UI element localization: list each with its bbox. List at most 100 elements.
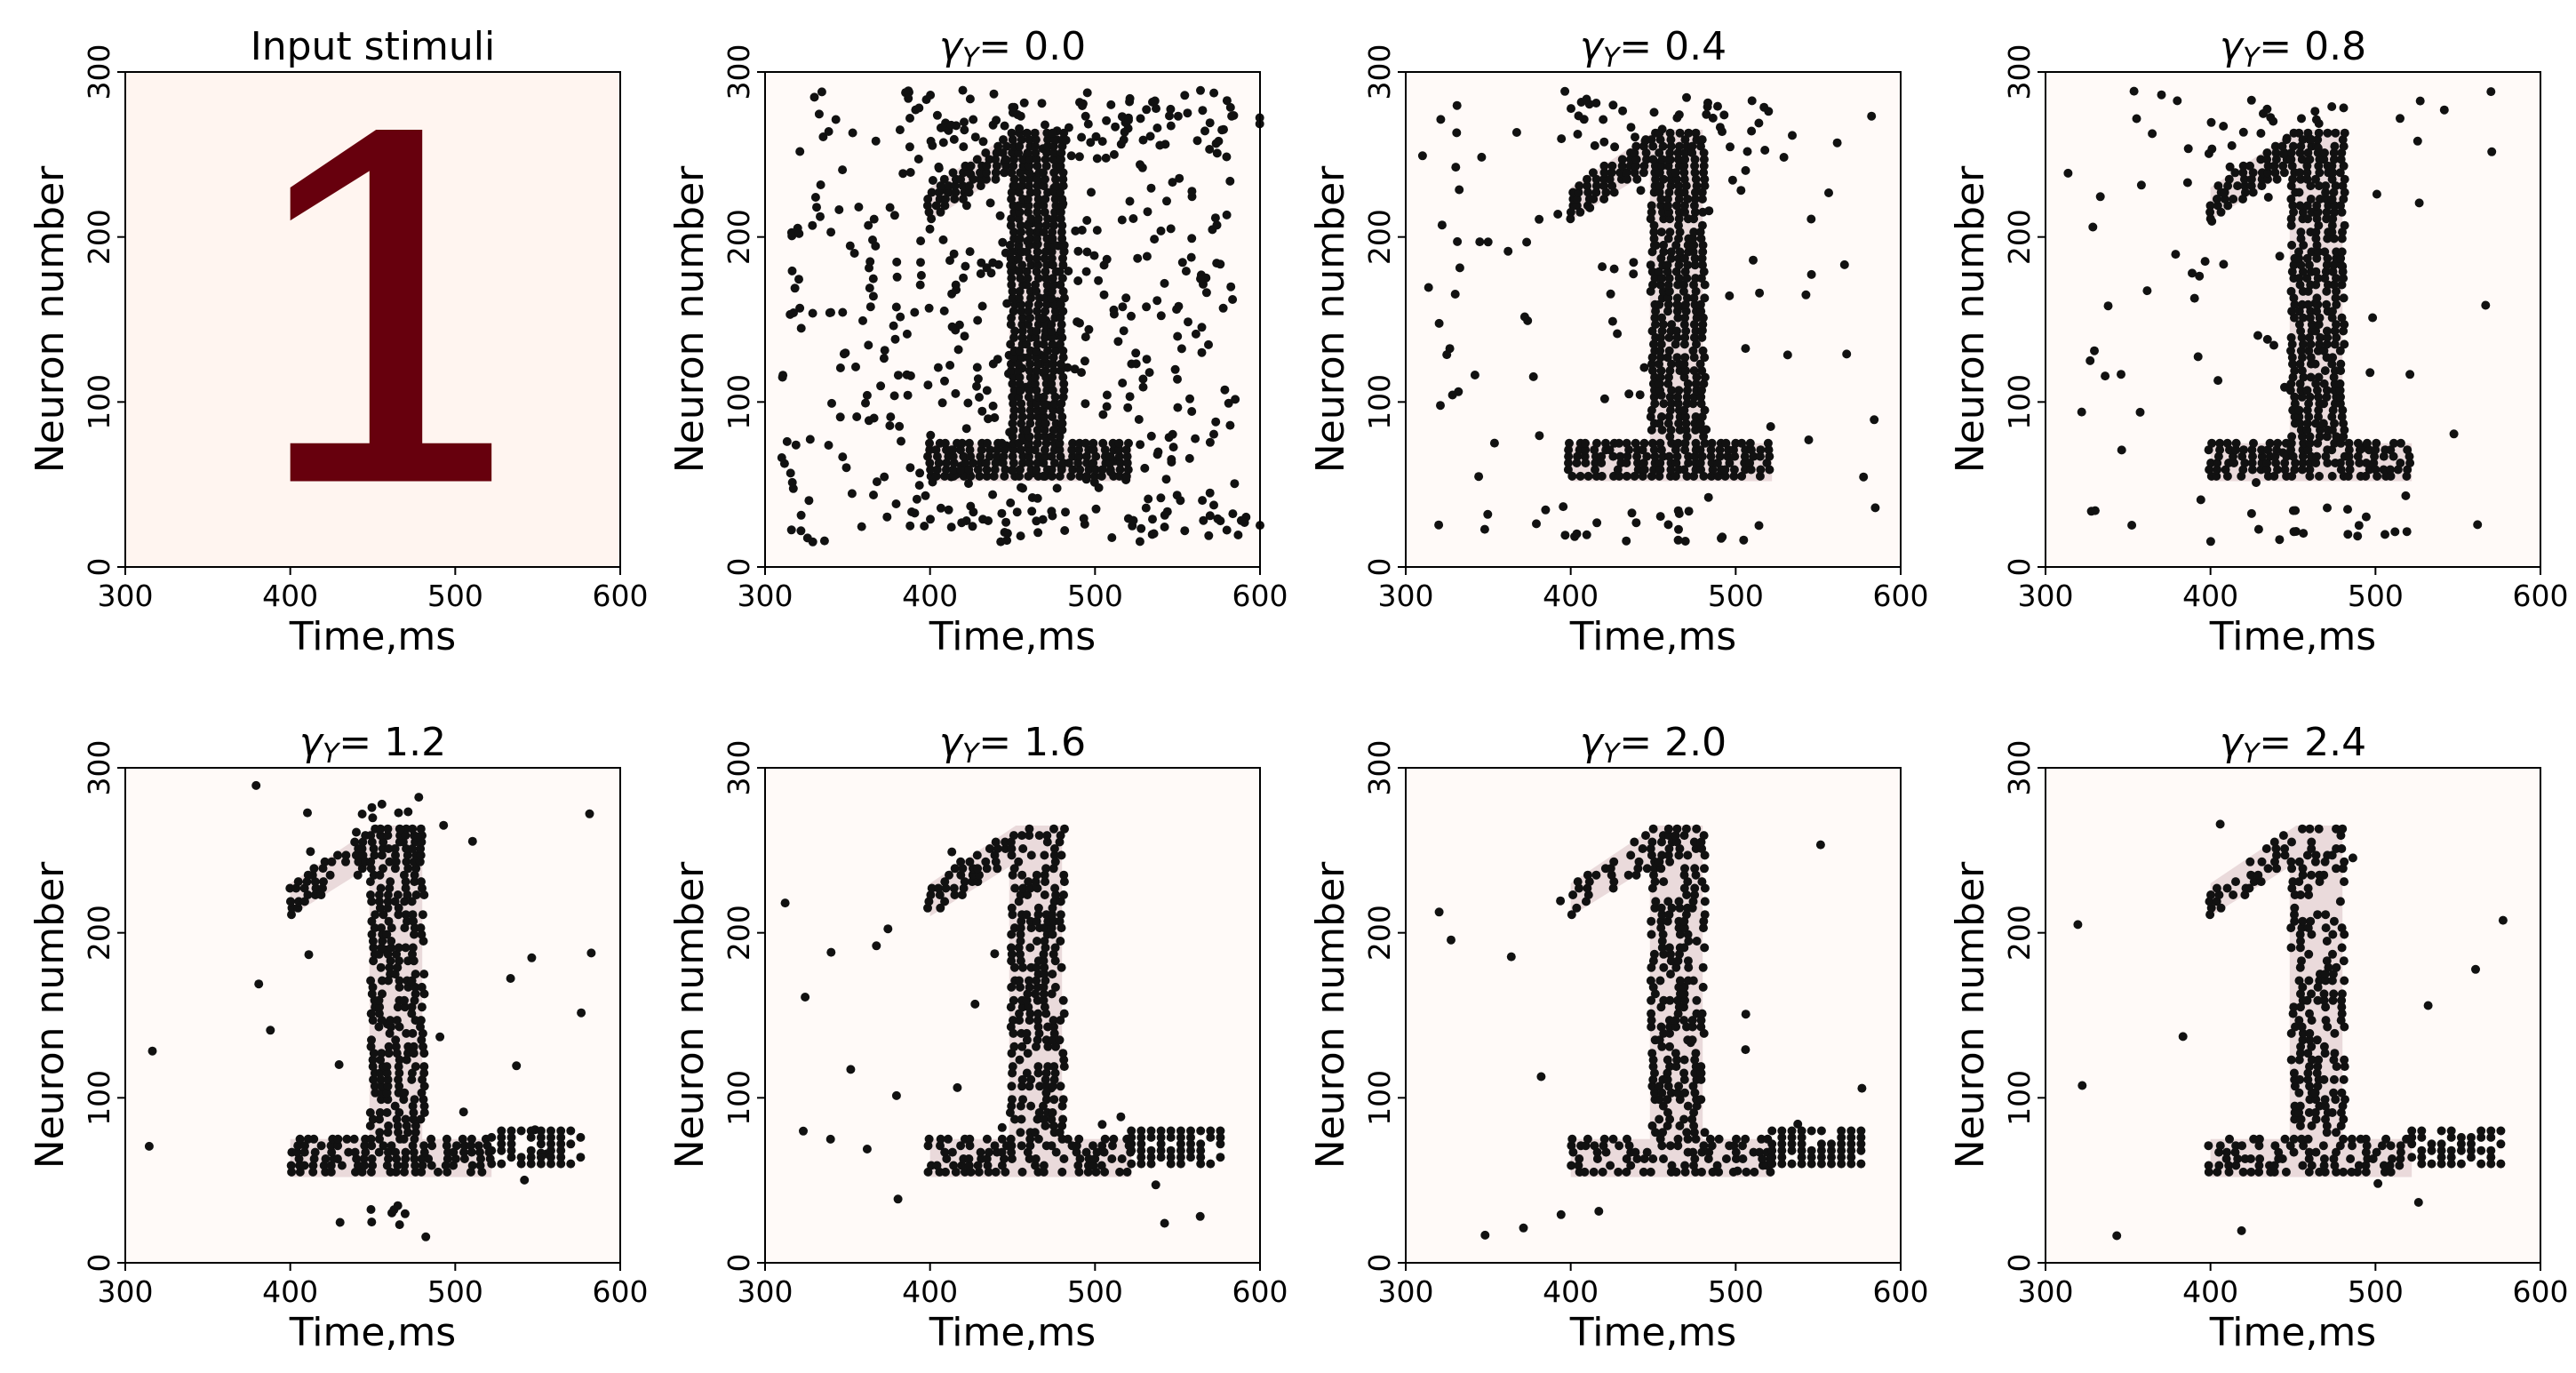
spike-point bbox=[2332, 274, 2341, 283]
spike-point bbox=[2386, 1167, 2396, 1177]
spike-point bbox=[2239, 445, 2248, 455]
spike-point bbox=[1631, 438, 1640, 448]
spike-point bbox=[2290, 299, 2300, 309]
spike-point bbox=[467, 1134, 476, 1144]
spike-point bbox=[2423, 1001, 2433, 1010]
spike-point bbox=[1225, 102, 1235, 112]
spike-point bbox=[417, 982, 427, 992]
spike-point bbox=[2263, 168, 2272, 178]
spike-point bbox=[1479, 524, 1489, 534]
spike-point bbox=[1131, 348, 1141, 358]
spike-point bbox=[1183, 108, 1192, 118]
spike-point bbox=[2322, 956, 2332, 966]
spike-point bbox=[1175, 173, 1184, 183]
spike-point bbox=[949, 134, 959, 144]
spike-point bbox=[1007, 850, 1017, 860]
spike-point bbox=[2322, 214, 2332, 224]
spike-point bbox=[1051, 181, 1061, 191]
spike-point bbox=[1000, 121, 1009, 131]
spike-point bbox=[1043, 240, 1053, 250]
y-tick-label: 200 bbox=[2002, 209, 2037, 265]
spike-point bbox=[1679, 161, 1689, 171]
spike-point bbox=[1059, 1154, 1069, 1163]
spike-point bbox=[989, 471, 999, 481]
spike-point bbox=[1565, 438, 1574, 448]
spike-point bbox=[566, 1159, 576, 1169]
x-tick-label: 300 bbox=[1378, 1274, 1434, 1309]
spike-point bbox=[1574, 111, 1583, 121]
spike-point bbox=[2230, 1147, 2240, 1157]
spike-point bbox=[2321, 1016, 2331, 1026]
spike-point bbox=[959, 883, 969, 893]
spike-point bbox=[1039, 1161, 1049, 1170]
spike-point bbox=[1788, 131, 1797, 140]
spike-point bbox=[1683, 1101, 1693, 1111]
spike-point bbox=[1699, 148, 1709, 157]
spike-point bbox=[384, 1121, 394, 1130]
spike-point bbox=[1688, 1082, 1698, 1091]
spike-point bbox=[2337, 247, 2347, 257]
spike-point bbox=[1091, 465, 1100, 475]
spike-point bbox=[556, 1126, 566, 1136]
spike-point bbox=[2240, 181, 2250, 191]
spike-point bbox=[1040, 937, 1049, 946]
spike-point bbox=[1690, 1068, 1700, 1078]
spike-point bbox=[2319, 995, 2329, 1005]
spike-point bbox=[1696, 1062, 1706, 1072]
spike-point bbox=[1067, 445, 1077, 455]
spike-point bbox=[1205, 118, 1215, 128]
spike-point bbox=[1032, 465, 1041, 475]
spike-point bbox=[1009, 332, 1019, 342]
spike-point bbox=[997, 1161, 1007, 1170]
spike-point bbox=[1697, 1167, 1706, 1177]
spike-point bbox=[1136, 1159, 1146, 1169]
spike-point bbox=[1680, 445, 1690, 455]
spike-point bbox=[516, 1159, 526, 1169]
spike-point bbox=[1059, 386, 1069, 395]
spike-point bbox=[1698, 207, 1708, 217]
spike-point bbox=[1727, 175, 1737, 185]
panel-title: γY= 0.4 bbox=[1580, 24, 1727, 74]
spike-point bbox=[2321, 181, 2331, 191]
spike-point bbox=[1741, 1045, 1751, 1055]
spike-point bbox=[885, 421, 895, 430]
spike-point bbox=[1867, 111, 1877, 121]
spike-point bbox=[585, 809, 594, 818]
spike-point bbox=[1679, 883, 1689, 893]
spike-point bbox=[1564, 451, 1574, 461]
spike-point bbox=[377, 923, 387, 933]
spike-point bbox=[1057, 201, 1067, 211]
spike-point bbox=[1018, 962, 1028, 972]
spike-point bbox=[1708, 113, 1718, 123]
spike-point bbox=[376, 1055, 386, 1065]
spike-point bbox=[2343, 505, 2352, 515]
spike-point bbox=[375, 1134, 384, 1144]
spike-point bbox=[990, 465, 1000, 475]
spike-point bbox=[1434, 318, 1444, 328]
spike-point bbox=[1665, 228, 1675, 237]
spike-point bbox=[1136, 440, 1145, 450]
spike-point bbox=[1622, 168, 1631, 178]
spike-point bbox=[1018, 155, 1027, 164]
spike-point bbox=[1040, 399, 1049, 409]
spike-point bbox=[1166, 1145, 1176, 1155]
spike-point bbox=[1740, 451, 1750, 461]
spike-point bbox=[411, 1161, 420, 1170]
spike-point bbox=[1655, 438, 1665, 448]
spike-point bbox=[1648, 1154, 1658, 1163]
spike-point bbox=[2337, 412, 2347, 421]
y-tick-label: 200 bbox=[1362, 209, 1397, 265]
spike-point bbox=[2288, 359, 2297, 369]
spike-point bbox=[1196, 1126, 1206, 1136]
spike-point bbox=[2214, 1161, 2224, 1170]
spike-point bbox=[1075, 471, 1085, 481]
spike-point bbox=[1666, 956, 1676, 966]
spike-point bbox=[2277, 1154, 2287, 1163]
spike-point bbox=[1074, 1167, 1084, 1177]
spike-point bbox=[1056, 161, 1065, 171]
spike-point bbox=[2207, 438, 2217, 448]
spike-point bbox=[1622, 459, 1631, 467]
spike-point bbox=[1017, 260, 1027, 270]
x-tick-label: 600 bbox=[1873, 1274, 1929, 1309]
spike-point bbox=[1608, 100, 1618, 110]
